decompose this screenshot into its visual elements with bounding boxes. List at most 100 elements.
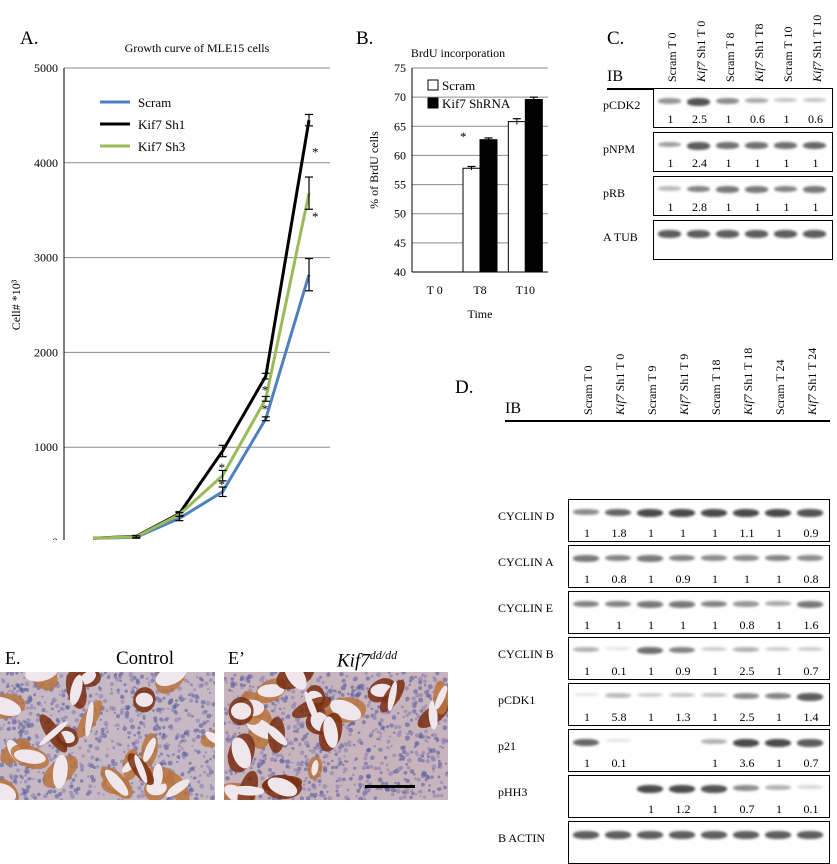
- nucleus: [204, 681, 209, 686]
- band-quantification: 1: [584, 526, 590, 540]
- band-quantification: 0.6: [750, 112, 765, 126]
- nucleus: [94, 745, 100, 751]
- blot-strip: [568, 591, 830, 634]
- lane-label: Scram T 0: [665, 32, 680, 82]
- nucleus: [396, 781, 401, 786]
- nucleus: [131, 686, 135, 690]
- nucleus: [390, 792, 395, 797]
- band-quantification: 1.3: [675, 710, 691, 724]
- nucleus: [26, 736, 32, 741]
- band-quantification: 1: [754, 200, 761, 214]
- nucleus: [270, 709, 274, 712]
- band-quantification: 0.9: [675, 664, 691, 678]
- nucleus: [206, 713, 212, 719]
- nucleus: [321, 793, 327, 798]
- band-quantification: 0.9: [675, 572, 691, 586]
- nucleus: [404, 786, 410, 792]
- nucleus: [269, 757, 275, 762]
- nucleus: [251, 675, 254, 678]
- nucleus: [130, 689, 136, 695]
- nucleus: [206, 764, 210, 768]
- nucleus: [182, 738, 187, 743]
- nucleus: [112, 766, 115, 769]
- panel-c-letter: C.: [607, 28, 625, 49]
- nucleus: [271, 701, 275, 706]
- nucleus: [137, 735, 142, 740]
- nucleus: [127, 736, 131, 739]
- lane-label-text: Scram T 0: [664, 32, 679, 82]
- y-tick-label: 3000: [34, 251, 58, 265]
- nucleus: [90, 755, 95, 760]
- nucleus: [142, 714, 146, 718]
- nucleus: [408, 683, 411, 687]
- nucleus: [370, 674, 374, 678]
- nucleus: [81, 768, 85, 772]
- lane-label: Kif7 Sh1 T 9: [677, 354, 692, 415]
- nucleus: [397, 725, 402, 729]
- nucleus: [297, 766, 302, 771]
- blot-strip: [568, 821, 830, 864]
- nucleus: [190, 683, 193, 687]
- nucleus: [426, 755, 430, 759]
- band-quantification: 1: [783, 156, 790, 170]
- nucleus: [351, 688, 356, 694]
- panel-d-letter: D.: [455, 377, 474, 398]
- nucleus: [36, 792, 41, 797]
- nucleus: [225, 776, 230, 781]
- nucleus: [33, 693, 37, 697]
- nucleus: [437, 775, 441, 779]
- blot-band: [637, 693, 663, 697]
- nucleus: [211, 794, 215, 800]
- nucleus: [363, 767, 366, 770]
- x-axis-label: Time: [468, 307, 493, 321]
- band-quantification: 1: [776, 572, 782, 586]
- nucleus: [70, 751, 74, 755]
- nucleus: [94, 732, 98, 736]
- airway-lumen: [25, 672, 58, 682]
- band-quantification: 3.6: [739, 756, 755, 770]
- nucleus: [295, 729, 299, 733]
- nucleus: [394, 789, 397, 792]
- nucleus: [388, 771, 394, 777]
- nucleus: [334, 765, 339, 770]
- nucleus: [342, 763, 345, 767]
- nucleus: [365, 773, 371, 779]
- lane-label: Kif7 Sh1 T 10: [810, 15, 825, 82]
- blot-label: CYCLIN A: [498, 555, 554, 569]
- nucleus: [416, 714, 421, 719]
- significance-star: *: [262, 382, 269, 397]
- nucleus: [193, 748, 197, 753]
- nucleus: [140, 782, 144, 786]
- significance-star: *: [219, 460, 226, 475]
- blot-band: [605, 555, 631, 562]
- airway-lumen: [85, 701, 94, 737]
- y-tick-label: 75: [394, 61, 406, 75]
- nucleus: [16, 683, 21, 689]
- nucleus: [442, 677, 448, 683]
- nucleus: [18, 687, 24, 692]
- nucleus: [419, 709, 424, 714]
- nucleus: [338, 745, 343, 750]
- nucleus: [176, 760, 179, 764]
- nucleus: [53, 754, 58, 758]
- nucleus: [152, 725, 157, 730]
- nucleus: [423, 683, 427, 687]
- blot-band: [803, 186, 826, 193]
- blot-label: pNPM: [603, 142, 636, 156]
- lane-label-text: Sh1 T 24: [805, 347, 819, 395]
- nucleus: [135, 678, 140, 683]
- blot-band: [797, 555, 823, 561]
- nucleus: [421, 673, 425, 678]
- nucleus: [301, 737, 305, 742]
- nucleus: [103, 672, 108, 674]
- blot-band: [669, 647, 695, 654]
- nucleus: [114, 676, 120, 682]
- nucleus: [54, 703, 60, 709]
- nucleus: [363, 756, 368, 761]
- legend-label-0: Scram: [138, 95, 171, 110]
- lane-label-text: Scram T 0: [581, 365, 595, 415]
- nucleus: [299, 796, 304, 800]
- nucleus: [329, 770, 335, 776]
- legend-label-2: Kif7 Sh3: [138, 139, 185, 154]
- nucleus: [348, 733, 352, 737]
